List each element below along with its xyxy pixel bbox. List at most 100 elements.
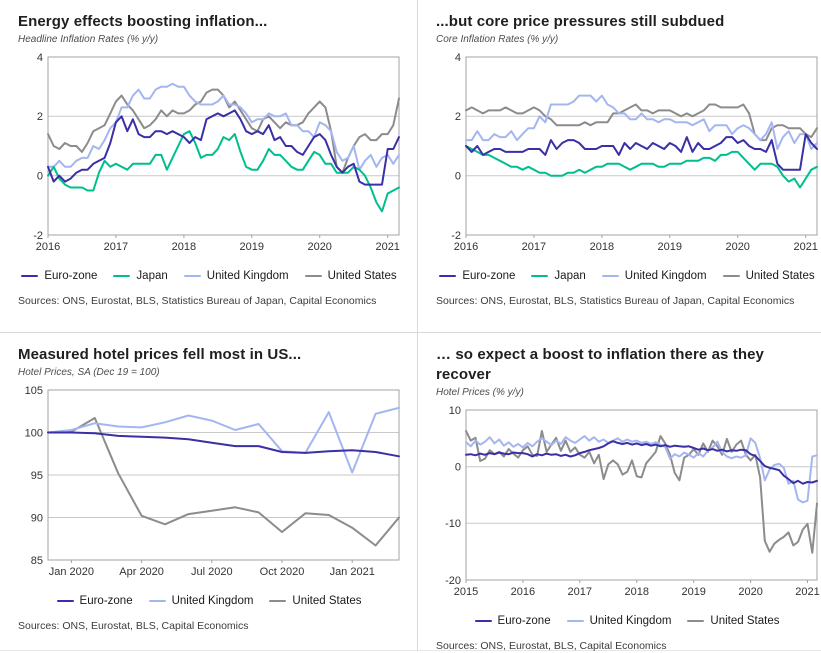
legend-label: Japan [554,270,586,282]
legend-swatch [304,274,322,278]
y-axis-tick-label: 100 [25,427,43,439]
series-line-euro-zone [47,109,400,186]
legend-item-united-states: United States [269,595,361,607]
legend-label: United States [745,270,815,282]
legend-label: Euro-zone [497,615,551,627]
legend-item-united-kingdom: United Kingdom [183,270,289,282]
sources-text: Sources: ONS, Eurostat, BLS, Statistics … [18,295,377,307]
line-chart-hotel-prices-index: 105 100 95 90 85 Jan 2020 Apr 2020 Jul 2020 Oct … [18,385,406,585]
x-axis-tick-label: 2018 [625,586,649,598]
x-axis-tick-label: 2015 [454,586,478,598]
x-axis-tick-label: 2019 [658,241,682,253]
chart-title: Measured hotel prices fell most in US... [18,346,302,363]
panel-hotel-prices-yoy: … so expect a boost to inflation there a… [417,333,821,652]
x-axis-tick-label: 2016 [36,241,60,253]
series-line-united-states [47,417,400,547]
y-axis-tick-label: 0 [37,171,43,183]
x-axis-tick-label: 2019 [681,586,705,598]
x-axis-tick-label: Oct 2020 [260,566,305,578]
chart-subtitle: Core Inflation Rates (% y/y) [436,34,559,45]
series-line-united-kingdom [47,406,400,474]
legend-item-united-kingdom: United Kingdom [148,595,253,607]
y-axis-tick-label: 4 [37,52,43,64]
legend-label: Euro-zone [44,270,98,282]
x-axis-tick-label: 2021 [795,586,819,598]
x-axis-tick-label: 2021 [375,241,399,253]
series-line-united-kingdom [465,435,818,504]
legend-label: Japan [136,270,168,282]
legend-swatch [56,599,74,603]
legend-label: Euro-zone [462,270,516,282]
x-axis-tick-label: Apr 2020 [119,566,164,578]
y-axis-tick-label: -2 [33,230,43,242]
chart-subtitle: Hotel Prices (% y/y) [436,387,524,398]
line-chart-core-inflation: 4 2 0 -2 2016 2017 2018 2019 2020 2021 [436,52,821,260]
legend-swatch [474,619,492,623]
chart-legend: Euro-zone Japan United Kingdom United St… [436,266,818,286]
chart-subtitle: Hotel Prices, SA (Dec 19 = 100) [18,367,160,378]
legend-item-united-kingdom: United Kingdom [601,270,707,282]
legend-item-united-states: United States [687,615,779,627]
legend-label: United Kingdom [624,270,707,282]
sources-text: Sources: ONS, Eurostat, BLS, Statistics … [436,295,795,307]
chart-legend: Euro-zone United Kingdom United States [18,591,400,611]
y-axis-tick-label: 0 [455,462,461,474]
chart-title: … so expect a boost to inflation there a… [436,346,764,383]
line-chart-headline-inflation: 4 2 0 -2 2016 2017 2018 2019 2020 2021 [18,52,406,260]
x-axis-tick-label: Jul 2020 [191,566,233,578]
x-axis-tick-label: 2018 [172,241,196,253]
y-axis-tick-label: 90 [31,512,43,524]
legend-item-japan: Japan [531,270,586,282]
y-axis-tick-label: -2 [451,230,461,242]
legend-label: United States [292,595,362,607]
series-line-united-states [465,430,818,554]
plot-border [465,409,818,581]
legend-swatch [566,619,584,623]
legend-label: Euro-zone [79,595,133,607]
y-axis-tick-label: 85 [31,555,43,567]
x-axis-tick-label: 2017 [568,586,592,598]
legend-item-united-states: United States [722,270,815,282]
y-axis-tick-label: -10 [445,518,461,530]
sources-text: Sources: ONS, Eurostat, BLS, Capital Eco… [436,640,667,652]
chart-subtitle: Headline Inflation Rates (% y/y) [18,34,159,45]
legend-item-united-kingdom: United Kingdom [566,615,672,627]
panel-headline-inflation: Energy effects boosting inflation... Hea… [0,0,417,333]
legend-item-euro-zone: Euro-zone [439,270,515,282]
y-axis-tick-label: 2 [37,111,43,123]
chart-title: Energy effects boosting inflation... [18,13,268,30]
legend-swatch [531,274,549,278]
x-axis-tick-label: 2018 [590,241,614,253]
sources-text: Sources: ONS, Eurostat, BLS, Capital Eco… [18,620,249,632]
chart-title: ...but core price pressures still subdue… [436,13,725,30]
line-chart-svg: 105 100 95 90 85 Jan 2020 Apr 2020 Jul 2020 Oct … [25,385,400,578]
chart-legend: Euro-zone Japan United Kingdom United St… [18,266,400,286]
legend-swatch [183,274,201,278]
legend-label: United States [327,270,397,282]
legend-label: United Kingdom [206,270,289,282]
legend-label: United Kingdom [589,615,672,627]
plot-border [47,389,400,561]
x-axis-tick-label: 2021 [793,241,817,253]
legend-item-japan: Japan [113,270,168,282]
legend-item-euro-zone: Euro-zone [21,270,97,282]
y-axis-tick-label: -20 [445,575,461,587]
series-line-japan [47,130,400,213]
legend-swatch [722,274,740,278]
x-axis-tick-label: Jan 2020 [49,566,94,578]
x-axis-tick-label: 2020 [307,241,331,253]
x-axis-tick-label: 2017 [522,241,546,253]
legend-swatch [148,599,166,603]
legend-swatch [21,274,39,278]
chart-legend: Euro-zone United Kingdom United States [436,611,818,631]
legend-item-united-states: United States [304,270,397,282]
y-axis-tick-label: 4 [455,52,461,64]
series-line-euro-zone [47,431,400,458]
legend-label: United States [710,615,780,627]
legend-swatch [601,274,619,278]
y-axis-tick-label: 10 [449,405,461,417]
x-axis-tick-label: 2016 [454,241,478,253]
